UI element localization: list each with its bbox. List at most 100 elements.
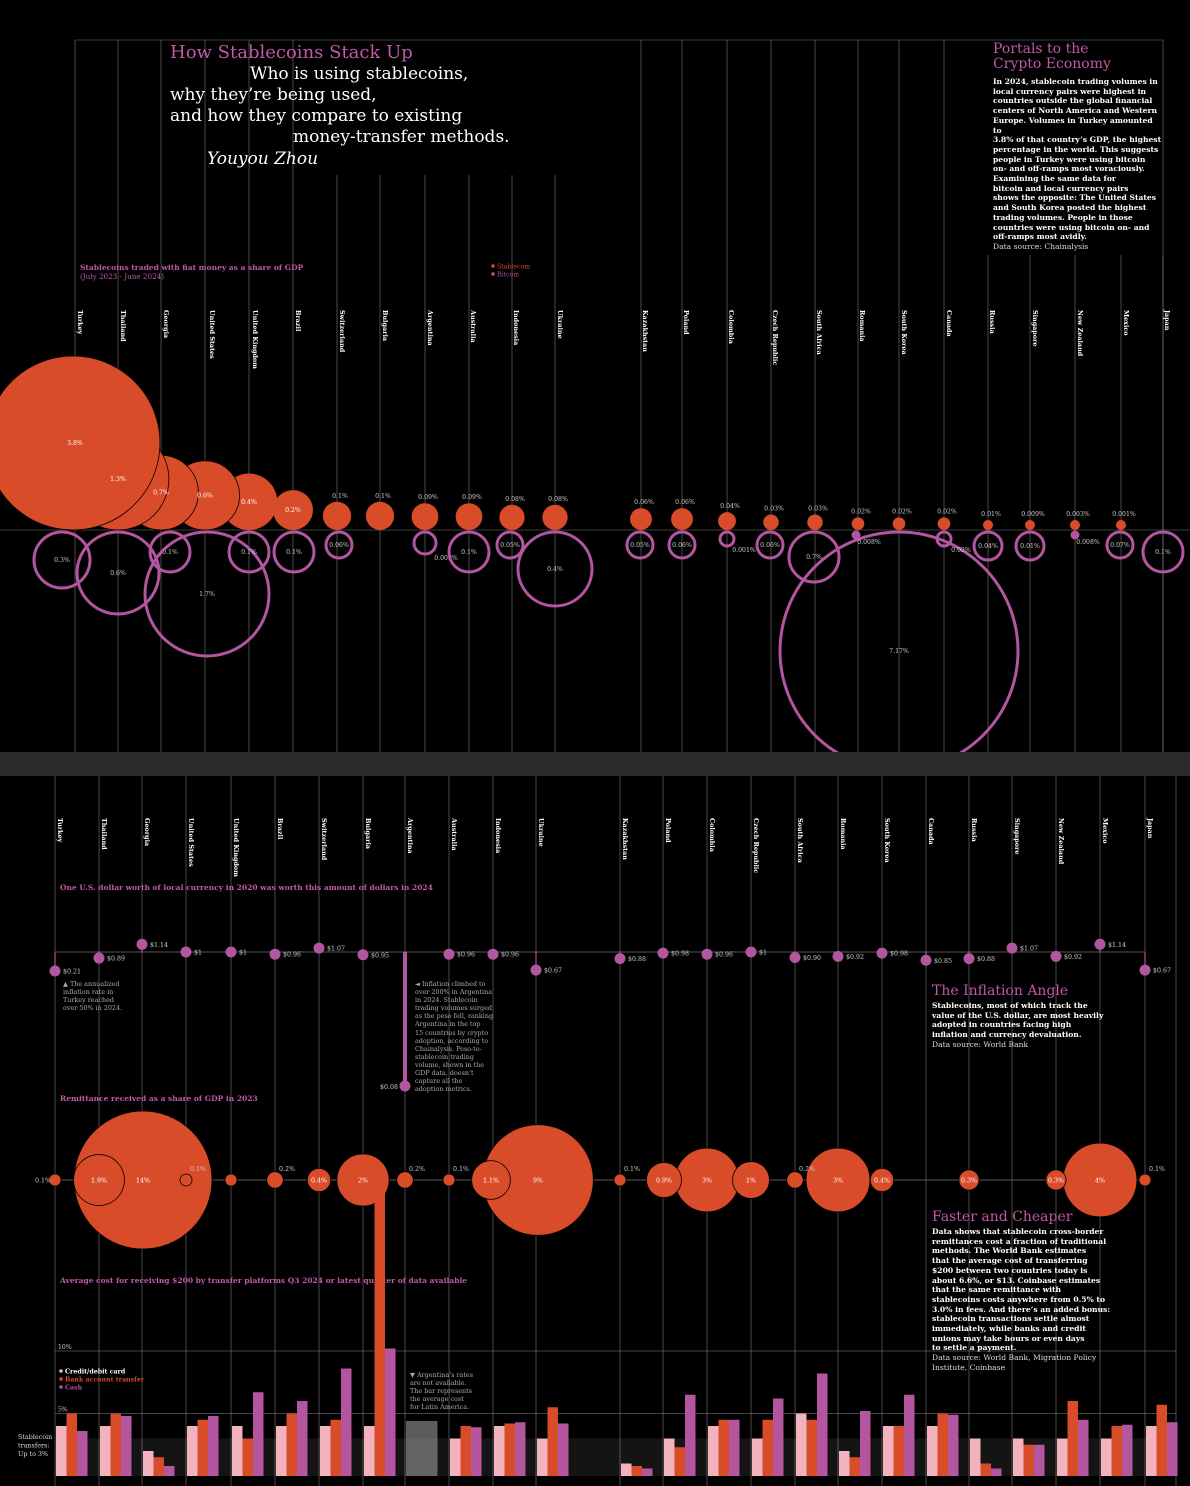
- argentina-rates-note-line: for Latin America.: [410, 1403, 470, 1412]
- country-label: Singapore: [1013, 818, 1021, 854]
- remittance-bubble: [48, 1173, 62, 1187]
- remittance-value-label: 0.1%: [1149, 1166, 1165, 1173]
- currency-value-label: $1: [194, 950, 202, 957]
- cost-legend-label: Credit/debit card: [65, 1369, 126, 1376]
- country-label: United Kingdom: [251, 310, 259, 369]
- cost-bar: [494, 1426, 505, 1476]
- portals-body-line: Europe. Volumes in Turkey amounted to: [993, 115, 1153, 135]
- bitcoin-value-label: 0.001%: [732, 547, 756, 554]
- cost-bar: [286, 1413, 297, 1476]
- stablecoin-share-panel: Stablecoins traded with fiat money as a …: [0, 39, 1190, 752]
- country-label: Colombia: [727, 310, 735, 344]
- inflation-source: Data source: World Bank: [932, 1039, 1029, 1049]
- remittance-bubble: [306, 1167, 332, 1193]
- remittance-value-label: 0.2%: [279, 1166, 295, 1173]
- stablecoin-bubble: [718, 512, 736, 530]
- cost-bar: [642, 1468, 653, 1476]
- cost-bar: [121, 1416, 132, 1476]
- bitcoin-bubble: [324, 530, 354, 560]
- stablecoin-value-label: 0.1%: [375, 493, 391, 500]
- country-label: Bulgaria: [381, 310, 389, 341]
- cost-bar: [1034, 1444, 1045, 1476]
- remittance-value-label: 1.1%: [483, 1178, 499, 1185]
- argentina-note-line: trading volumes surged: [415, 1004, 492, 1013]
- cost-bar: [385, 1348, 396, 1476]
- stablecoin-value-label: 0.1%: [332, 493, 348, 500]
- stablecoin-bubble: [807, 514, 823, 530]
- currency-dot: [530, 964, 542, 976]
- cost-bar: [364, 1426, 375, 1476]
- stablecoin-value-label: 3.8%: [67, 440, 83, 447]
- currency-value-label: $0.08: [380, 1084, 398, 1091]
- bitcoin-bubble: [778, 530, 1020, 752]
- country-label: Brazil: [276, 818, 284, 840]
- cost-bar: [320, 1426, 331, 1476]
- cost-bar: [817, 1373, 828, 1476]
- portals-body-line: people in Turkey were using bitcoin: [993, 154, 1146, 164]
- faster-title: Faster and Cheaper: [932, 1209, 1073, 1225]
- currency-dot: [614, 953, 626, 965]
- bitcoin-bubble: [32, 530, 92, 590]
- country-label: Indonesia: [494, 818, 502, 853]
- remittance-value-label: 9%: [533, 1178, 543, 1185]
- bitcoin-bubble: [272, 530, 316, 574]
- country-label: Poland: [664, 818, 672, 843]
- stablecoin-bubble-chart: Stablecoins traded with fiat money as a …: [0, 39, 1190, 752]
- stablecoin-value-label: 0.03%: [808, 506, 828, 513]
- remittance-value-label: 0.4%: [874, 1178, 890, 1185]
- cost-bar: [77, 1431, 88, 1476]
- cost-bar: [773, 1398, 784, 1476]
- bitcoin-bubble: [1141, 530, 1185, 574]
- argentina-note-line: 15 countries by crypto: [415, 1028, 489, 1037]
- stablecoin-band-label: transfers:: [18, 1442, 49, 1450]
- faster-body-line: stablecoin transactions settle almost: [932, 1314, 1090, 1324]
- currency-value-label: $0.98: [890, 951, 908, 958]
- stablecoin-value-label: 0.7%: [153, 490, 169, 497]
- country-label: Singapore: [1031, 310, 1039, 346]
- page-title: How Stablecoins Stack Up: [170, 42, 413, 63]
- cost-bar: [927, 1426, 938, 1476]
- cost-bar: [242, 1438, 253, 1476]
- cost-bar: [1013, 1438, 1024, 1476]
- stablecoin-bubble: [763, 514, 779, 530]
- stablecoin-band: [55, 1438, 1176, 1476]
- argentina-note-line: Argentina in the top: [415, 1020, 481, 1029]
- currency-dot: [269, 948, 281, 960]
- faster-box: Faster and Cheaper Data shows that stabl…: [932, 1210, 1112, 1373]
- country-label: Thailand: [100, 818, 108, 850]
- cost-chart-title: Average cost for receiving $200 by trans…: [59, 1276, 467, 1285]
- turkey-note-line: Turkey reached: [63, 996, 114, 1005]
- country-label: Canada: [945, 310, 953, 337]
- currency-chart-title: One U.S. dollar worth of local currency …: [60, 883, 433, 892]
- currency-dot: [443, 948, 455, 960]
- bitcoin-bubble: [447, 530, 491, 574]
- remittance-value-label: 0.1%: [453, 1166, 469, 1173]
- country-label: Ukraine: [556, 310, 564, 339]
- remittance-bubble: [73, 1154, 125, 1206]
- inflation-remittance-chart: Turkey Thailand Georgia United States United…: [18, 776, 1178, 1486]
- bitcoin-bubble: [1014, 530, 1046, 562]
- currency-value-label: $1.07: [327, 946, 345, 953]
- remittance-value-label: 0.3%: [961, 1178, 977, 1185]
- currency-value-label: $0.21: [63, 969, 81, 976]
- country-label: Australia: [469, 309, 477, 343]
- argentina-note-line: Chainalysis. Peso-to-: [415, 1044, 482, 1053]
- country-label: Czech Republic: [752, 818, 760, 873]
- argentina-note-line: volume, shown in the: [415, 1060, 485, 1069]
- cost-bar: [253, 1392, 264, 1476]
- cost-legend-swatch: [59, 1377, 63, 1381]
- faster-body-line: to settle a payment.: [932, 1343, 1017, 1353]
- remittance-bubble: [266, 1171, 284, 1189]
- currency-dot: [313, 942, 325, 954]
- stablecoin-value-label: 0.6%: [197, 492, 213, 499]
- bitcoin-value-label: 0.008%: [857, 539, 881, 546]
- cost-bar: [883, 1426, 894, 1476]
- currency-dot: [93, 952, 105, 964]
- cost-bar: [276, 1426, 287, 1476]
- stablecoin-bubble: [851, 517, 865, 530]
- bitcoin-value-label: 0.05%: [500, 542, 520, 549]
- currency-value-label: $0.96: [501, 952, 519, 959]
- cost-legend-swatch: [59, 1385, 63, 1389]
- argentina-note-line: GDP data, doesn’t: [415, 1069, 474, 1078]
- cost-bar: [547, 1407, 558, 1476]
